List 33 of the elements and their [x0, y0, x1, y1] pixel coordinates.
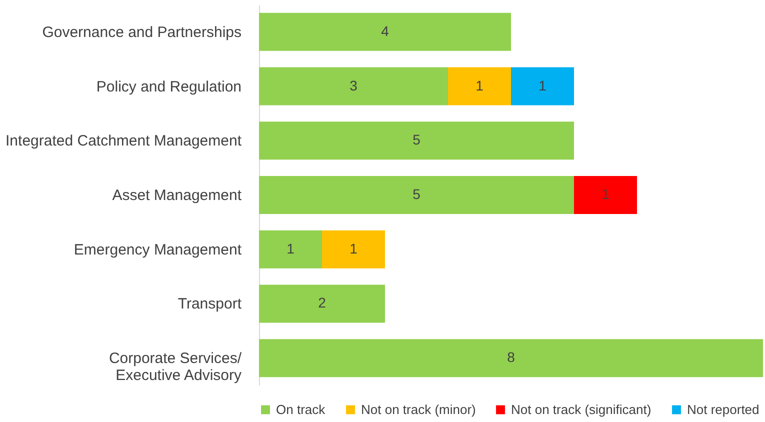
data-label: 4	[381, 22, 390, 39]
y-tick-label: Integrated Catchment Management	[6, 132, 242, 150]
data-label: 8	[507, 349, 516, 366]
data-label: 1	[476, 77, 484, 94]
y-tick-label: Emergency Management	[74, 241, 242, 258]
data-label: 1	[602, 186, 610, 202]
data-label: 2	[318, 294, 326, 311]
y-tick-label: Corporate Services/ Executive Advisory	[108, 350, 242, 384]
bar	[259, 339, 763, 378]
data-label: 1	[538, 77, 547, 94]
bar	[259, 284, 385, 323]
bar	[574, 176, 637, 214]
legend-label: On track	[276, 402, 326, 417]
data-label: 3	[350, 77, 358, 94]
bar	[259, 122, 574, 160]
bar	[259, 12, 511, 51]
bar	[322, 230, 385, 268]
bar	[511, 67, 574, 106]
legend-label: Not reported	[687, 402, 760, 417]
y-tick-label: Transport	[178, 296, 242, 313]
data-label: 5	[412, 186, 421, 202]
bar	[448, 67, 511, 106]
data-label: 5	[412, 132, 421, 148]
legend-label: Not on track (significant)	[511, 402, 652, 417]
y-tick-label: Policy and Regulation	[96, 78, 242, 96]
bar	[259, 176, 574, 214]
data-label: 1	[350, 240, 358, 256]
data-label: 1	[286, 240, 295, 256]
bar	[259, 230, 322, 268]
legend-label: Not on track (minor)	[361, 402, 476, 417]
y-tick-label: Asset Management	[112, 187, 242, 204]
bar	[259, 67, 448, 106]
y-tick-label: Governance and Partnerships	[42, 24, 242, 41]
